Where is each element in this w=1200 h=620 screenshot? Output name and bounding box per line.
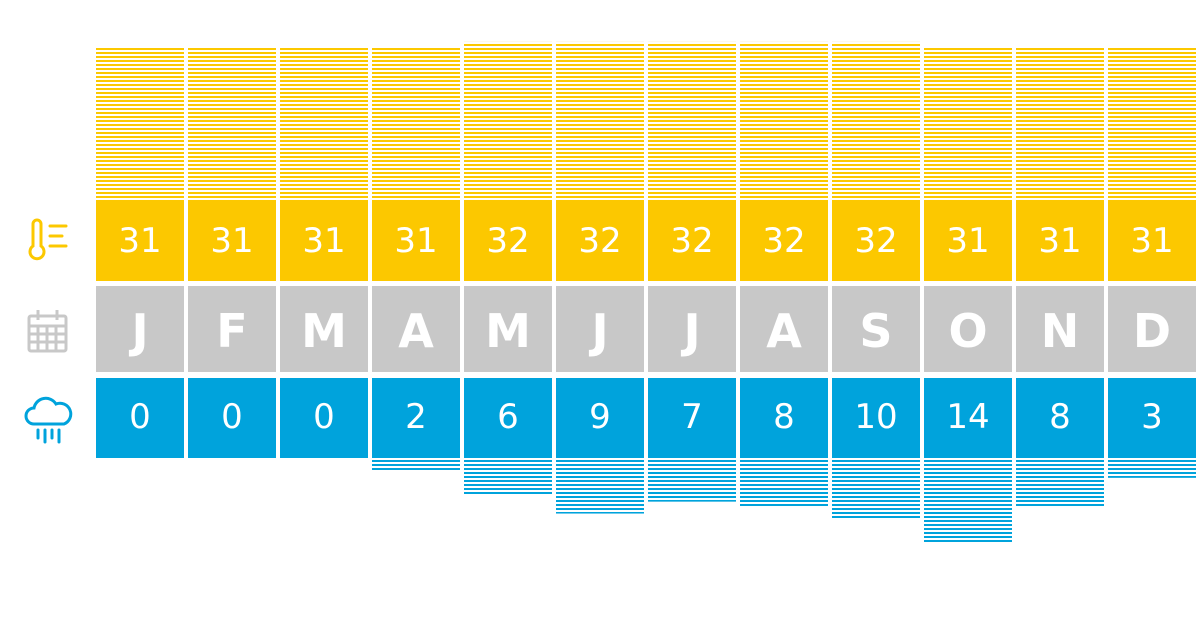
temperature-bar (464, 41, 552, 200)
temperature-cell (556, 200, 644, 281)
month-label: D (1133, 304, 1171, 358)
month-label: J (128, 304, 148, 358)
month-label: S (859, 304, 892, 358)
temperature-label: 31 (210, 221, 253, 261)
rain-label: 9 (589, 397, 611, 437)
temperature-cell (1016, 200, 1104, 281)
month-cell (464, 286, 552, 372)
temperature-label: 31 (394, 221, 437, 261)
month-cell (924, 286, 1012, 372)
temperature-bar (280, 46, 368, 200)
rain-label: 0 (313, 397, 335, 437)
temperature-bar (372, 46, 460, 200)
month-cell (372, 286, 460, 372)
rain-cell (924, 378, 1012, 458)
rain-cell (648, 378, 736, 458)
month-cell (832, 286, 920, 372)
month-cell (96, 286, 184, 372)
month-label: M (301, 304, 347, 358)
temperature-label: 31 (118, 221, 161, 261)
temperature-bar (556, 41, 644, 200)
rain-cell (280, 378, 368, 458)
month-label: J (680, 304, 700, 358)
rain-label: 6 (497, 397, 519, 437)
rain-cell (372, 378, 460, 458)
month-label: M (485, 304, 531, 358)
month-label: A (398, 304, 434, 358)
month-label: J (588, 304, 608, 358)
temperature-label: 32 (854, 221, 897, 261)
temperature-cell (188, 200, 276, 281)
temperature-label: 32 (762, 221, 805, 261)
temperature-label: 31 (1038, 221, 1081, 261)
calendar-icon (27, 310, 68, 353)
temperature-bar (96, 46, 184, 200)
temperature-label: 31 (302, 221, 345, 261)
month-cell (280, 286, 368, 372)
temperature-cell (280, 200, 368, 281)
rain-label: 10 (854, 397, 897, 437)
rain-cell (556, 378, 644, 458)
temperature-cell (96, 200, 184, 281)
month-label: N (1041, 304, 1080, 358)
rain-icon (24, 396, 73, 444)
temperature-label: 32 (670, 221, 713, 261)
rain-label: 3 (1141, 397, 1163, 437)
rain-cell (188, 378, 276, 458)
temperature-bar (832, 41, 920, 200)
month-cell (740, 286, 828, 372)
month-label: F (216, 304, 247, 358)
temperature-label: 31 (946, 221, 989, 261)
rain-cell (740, 378, 828, 458)
temperature-cell (1108, 200, 1196, 281)
rain-label: 14 (946, 397, 989, 437)
rain-bar (556, 460, 644, 514)
rain-bar (924, 460, 1012, 544)
rain-label: 0 (129, 397, 151, 437)
temperature-bar (740, 41, 828, 200)
temperature-label: 32 (578, 221, 621, 261)
temperature-cell (464, 200, 552, 281)
month-cell (556, 286, 644, 372)
temperature-label: 31 (1130, 221, 1173, 261)
month-cell (1016, 286, 1104, 372)
temperature-bar (1016, 46, 1104, 200)
temperature-cell (740, 200, 828, 281)
month-cell (648, 286, 736, 372)
rain-bar (1108, 460, 1196, 478)
rain-label: 0 (221, 397, 243, 437)
rain-bar (464, 460, 552, 496)
month-cell (188, 286, 276, 372)
rain-bar (832, 460, 920, 520)
rain-cell (832, 378, 920, 458)
rain-bar (372, 460, 460, 472)
rain-cell (464, 378, 552, 458)
month-cell (1108, 286, 1196, 372)
temperature-bar (648, 41, 736, 200)
rain-label: 7 (681, 397, 703, 437)
rain-bar (1016, 460, 1104, 508)
temperature-label: 32 (486, 221, 529, 261)
rain-cell (1108, 378, 1196, 458)
temperature-cell (832, 200, 920, 281)
thermometer-icon (28, 218, 68, 261)
rain-cell (96, 378, 184, 458)
rain-bar (648, 460, 736, 502)
rain-label: 2 (405, 397, 427, 437)
rain-label: 8 (1049, 397, 1071, 437)
temperature-cell (648, 200, 736, 281)
temperature-cell (924, 200, 1012, 281)
month-label: A (766, 304, 802, 358)
rain-cell (1016, 378, 1104, 458)
rain-bar (740, 460, 828, 508)
temperature-bar (1108, 46, 1196, 200)
temperature-bar (188, 46, 276, 200)
temperature-cell (372, 200, 460, 281)
month-label: O (948, 304, 987, 358)
rain-label: 8 (773, 397, 795, 437)
temperature-bar (924, 46, 1012, 200)
